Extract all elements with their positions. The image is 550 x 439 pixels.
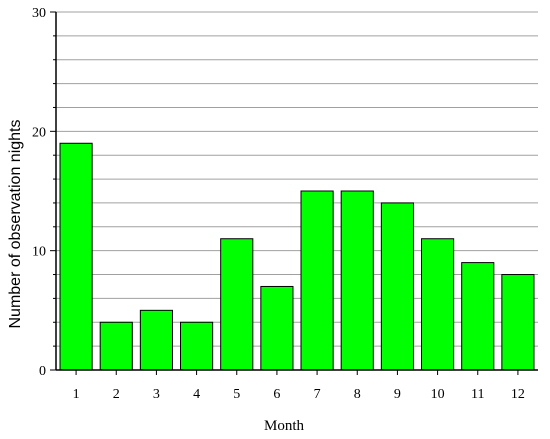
bar-month-9 <box>380 202 414 371</box>
bar-month-6 <box>260 285 294 371</box>
x-tick-label: 9 <box>394 387 401 402</box>
x-tick-label: 6 <box>273 387 280 402</box>
gridlines <box>56 11 538 347</box>
x-tick-label: 3 <box>153 387 160 402</box>
y-tick-label: 0 <box>39 364 46 379</box>
bars <box>59 142 535 371</box>
bar-month-10 <box>421 238 455 371</box>
bar-month-7 <box>300 190 334 371</box>
x-tick-label: 5 <box>233 387 240 402</box>
x-tick-label: 4 <box>193 387 200 402</box>
x-tick-label: 11 <box>471 387 484 402</box>
bar-month-12 <box>501 274 535 371</box>
bar-month-3 <box>139 309 173 371</box>
x-tick-label: 7 <box>314 387 321 402</box>
x-tick-label: 1 <box>73 387 80 402</box>
x-tick-label: 12 <box>511 387 525 402</box>
x-tick-label: 8 <box>354 387 361 402</box>
y-axis-title: Number of observation nights <box>7 120 24 329</box>
x-axis-title: Month <box>264 418 305 434</box>
x-tick-label: 10 <box>431 387 445 402</box>
y-tick-label: 30 <box>32 6 46 21</box>
bar-month-1 <box>59 142 93 371</box>
y-tick-label: 10 <box>32 245 46 260</box>
x-tick-label: 2 <box>113 387 120 402</box>
bar-month-8 <box>340 190 374 371</box>
y-tick-label: 20 <box>32 125 46 140</box>
bar-month-4 <box>180 321 214 371</box>
bar-month-11 <box>461 262 495 371</box>
bar-month-2 <box>99 321 133 371</box>
bar-month-5 <box>220 238 254 371</box>
